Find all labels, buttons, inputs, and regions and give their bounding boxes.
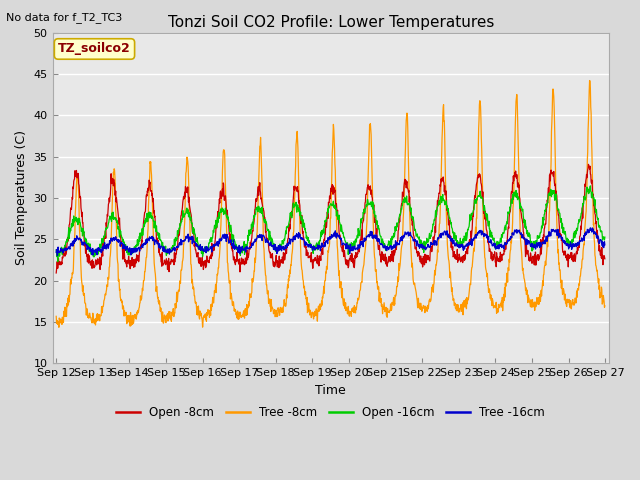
Legend: Open -8cm, Tree -8cm, Open -16cm, Tree -16cm: Open -8cm, Tree -8cm, Open -16cm, Tree -…	[111, 401, 550, 424]
Title: Tonzi Soil CO2 Profile: Lower Temperatures: Tonzi Soil CO2 Profile: Lower Temperatur…	[168, 15, 494, 30]
Text: No data for f_T2_TC3: No data for f_T2_TC3	[6, 12, 123, 23]
X-axis label: Time: Time	[316, 384, 346, 397]
Y-axis label: Soil Temperatures (C): Soil Temperatures (C)	[15, 131, 28, 265]
Text: TZ_soilco2: TZ_soilco2	[58, 43, 131, 56]
